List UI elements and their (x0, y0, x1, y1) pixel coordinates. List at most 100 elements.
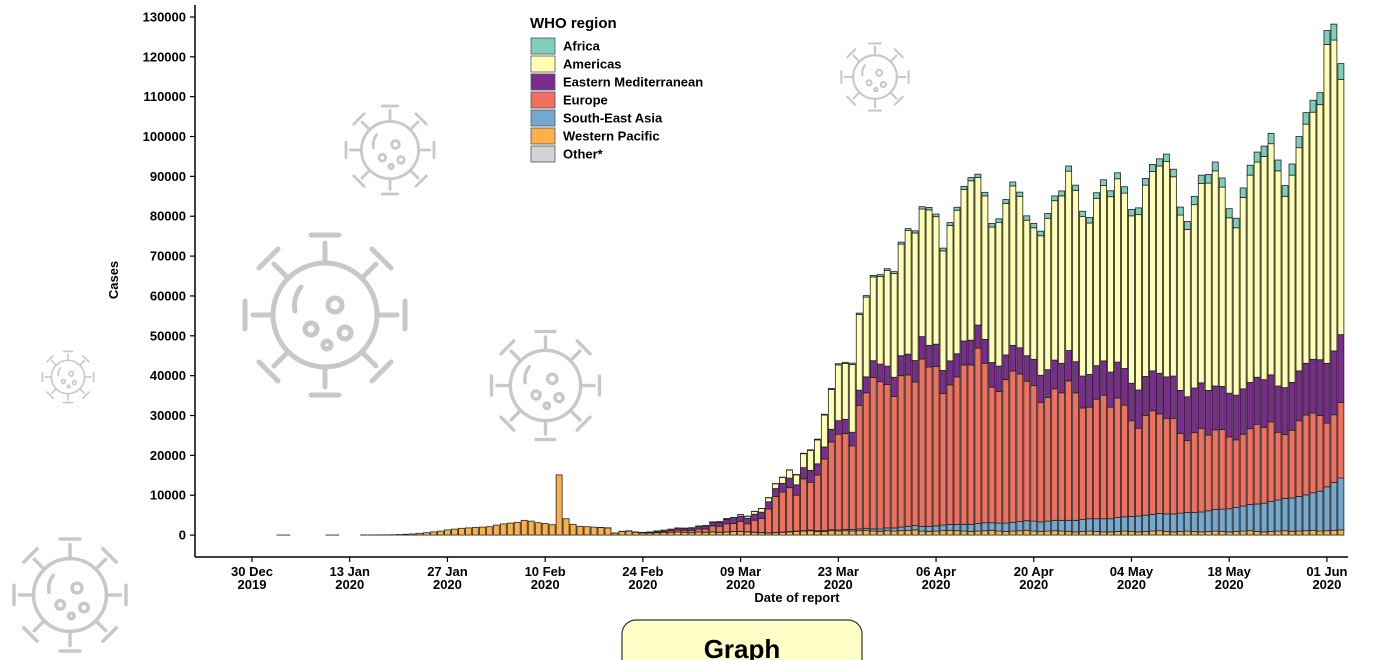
x-tick-label: 13 Jan 2020 (329, 564, 370, 592)
bar-segment (834, 433, 842, 531)
bar-segment (786, 477, 793, 489)
bar-segment (1065, 350, 1073, 382)
bar-segment (660, 529, 668, 532)
bar-segment (953, 353, 961, 378)
legend-label: Western Pacific (563, 129, 660, 144)
bar-segment (1058, 190, 1066, 197)
bar-segment (897, 243, 905, 357)
bar-segment (876, 531, 884, 536)
bar-segment (918, 525, 926, 532)
bar-segment (967, 364, 975, 525)
bar-segment (569, 523, 577, 536)
bar-segment (423, 532, 430, 536)
bar-segment (932, 213, 940, 218)
bar-segment (1337, 477, 1345, 531)
bar-segment (1009, 530, 1017, 536)
bar-segment (1190, 432, 1198, 513)
bar-segment (1267, 501, 1275, 532)
bar-segment (1267, 374, 1275, 423)
bar-segment (1002, 203, 1010, 356)
bar-segment (1323, 530, 1331, 536)
bar-segment (1330, 23, 1338, 41)
bar-segment (1204, 434, 1212, 512)
legend-swatch (530, 73, 556, 91)
bar-segment (897, 375, 905, 528)
bar-segment (1190, 387, 1198, 434)
bar-segment (1288, 429, 1296, 499)
bar-segment (1149, 171, 1156, 372)
bar-segment (1323, 422, 1331, 488)
bar-segment (1128, 209, 1135, 217)
bar-segment (904, 374, 912, 527)
bar-segment (1009, 181, 1017, 187)
bar-segment (1058, 392, 1066, 521)
bar-segment (1302, 494, 1310, 532)
bar-segment (848, 530, 856, 536)
bar-segment (1044, 369, 1052, 398)
bar-segment (939, 393, 947, 526)
bar-segment (995, 522, 1003, 532)
bar-segment (744, 517, 751, 525)
bar-segment (1330, 482, 1338, 531)
bar-segment (1323, 362, 1331, 424)
bar-segment (632, 531, 640, 536)
bar-segment (1211, 530, 1219, 536)
bar-segment (1044, 217, 1052, 371)
bar-segment (1072, 189, 1080, 363)
bar-segment (695, 528, 703, 533)
bar-segment (1149, 513, 1156, 532)
bar-segment (1288, 163, 1296, 176)
bar-segment (1169, 176, 1177, 377)
bar-segment (1156, 372, 1163, 415)
bar-segment (1156, 513, 1163, 532)
bar-segment (1225, 436, 1233, 510)
bar-segment (506, 522, 514, 536)
bar-segment (471, 527, 479, 536)
bar-segment (1295, 496, 1303, 532)
bar-segment (772, 483, 779, 489)
bar-segment (1316, 359, 1324, 416)
bar-segment (855, 530, 863, 536)
button-label[interactable]: Graph (704, 634, 781, 660)
bar-segment (981, 522, 989, 532)
bar-segment (1204, 510, 1212, 532)
y-tick-label: 70000 (150, 249, 186, 264)
bar-segment (1065, 531, 1073, 536)
bar-segment (779, 482, 786, 493)
y-tick-label: 120000 (143, 49, 186, 64)
bar-segment (1023, 355, 1031, 382)
legend-label: Eastern Mediterranean (563, 75, 703, 90)
bar-segment (1267, 132, 1275, 145)
graph-button[interactable] (621, 619, 863, 660)
bar-segment (848, 364, 856, 433)
bar-segment (960, 364, 968, 525)
bar-segment (813, 474, 821, 532)
bar-segment (1309, 529, 1317, 536)
legend-label: Americas (563, 57, 622, 72)
bar-segment (1316, 490, 1324, 532)
bar-segment (1128, 382, 1135, 422)
bar-segment (1211, 161, 1219, 172)
bar-segment (1169, 375, 1177, 419)
bar-segment (1037, 401, 1045, 523)
bar-segment (862, 392, 870, 529)
bar-segment (841, 530, 849, 536)
bar-segment (1135, 207, 1142, 216)
bar-segment (1225, 531, 1233, 536)
bar-segment (1253, 161, 1261, 378)
bar-segment (1162, 513, 1170, 532)
bar-segment (974, 347, 982, 524)
bar-segment (1079, 216, 1087, 377)
bar-segment (716, 521, 724, 527)
bar-segment (862, 295, 870, 298)
bar-segment (1211, 170, 1219, 387)
bar-segment (1239, 530, 1247, 536)
bar-segment (890, 271, 898, 275)
bar-segment (904, 353, 912, 376)
bar-segment (520, 519, 528, 536)
bar-segment (988, 522, 996, 531)
bar-segment (1016, 521, 1024, 532)
bar-segment (723, 531, 731, 536)
bar-segment (1107, 371, 1114, 408)
